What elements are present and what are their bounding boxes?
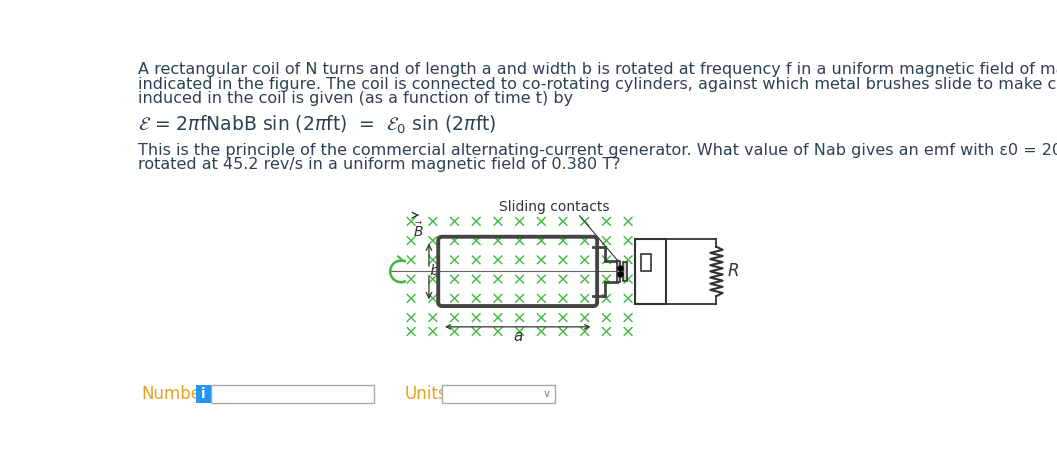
Bar xyxy=(641,254,651,272)
Text: Number: Number xyxy=(142,385,208,403)
Text: Sliding contacts: Sliding contacts xyxy=(499,199,610,213)
Text: a: a xyxy=(513,329,522,344)
Text: induced in the coil is given (as a function of time t) by: induced in the coil is given (as a funct… xyxy=(138,91,574,106)
Text: Units: Units xyxy=(405,385,447,403)
Bar xyxy=(442,385,555,403)
Text: b: b xyxy=(426,265,439,279)
Text: rotated at 45.2 rev/s in a uniform magnetic field of 0.380 T?: rotated at 45.2 rev/s in a uniform magne… xyxy=(138,158,620,173)
Text: indicated in the figure. The coil is connected to co-rotating cylinders, against: indicated in the figure. The coil is con… xyxy=(138,77,1057,92)
Text: R: R xyxy=(727,262,739,280)
Text: ∨: ∨ xyxy=(542,389,551,399)
Bar xyxy=(196,385,211,403)
Text: A rectangular coil of N turns and of length a and width b is rotated at frequenc: A rectangular coil of N turns and of len… xyxy=(138,62,1057,77)
Text: $\vec{B}$: $\vec{B}$ xyxy=(412,221,424,240)
Text: $\mathcal{E}$ = 2$\pi$fNabB sin (2$\pi$ft)  =  $\mathcal{E}_0$ sin (2$\pi$ft): $\mathcal{E}$ = 2$\pi$fNabB sin (2$\pi$f… xyxy=(138,113,497,136)
Bar xyxy=(211,385,374,403)
Bar xyxy=(624,262,628,281)
Bar xyxy=(616,260,620,282)
Text: i: i xyxy=(201,387,206,401)
Bar xyxy=(635,239,666,304)
Text: This is the principle of the commercial alternating-current generator. What valu: This is the principle of the commercial … xyxy=(138,143,1057,158)
